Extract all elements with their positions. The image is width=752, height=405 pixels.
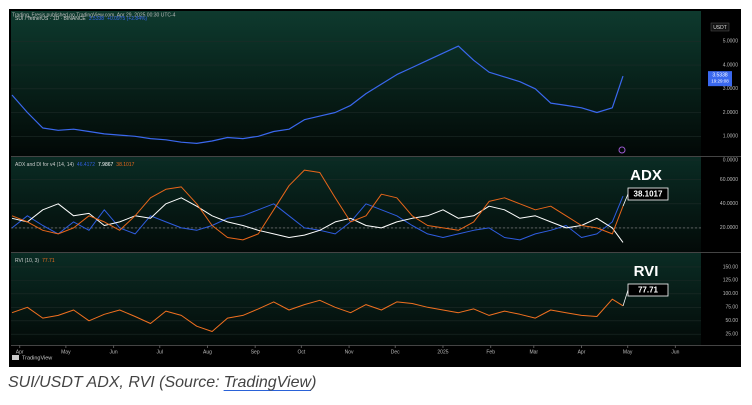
x-tick-label: Jun <box>110 349 118 355</box>
plot-layer: 5.0000 4.0000 3.0000 2.0000 1.0000 0.0000 SUI … <box>11 16 738 355</box>
x-tick-label: Feb <box>486 349 495 355</box>
annotation: ADX <box>630 167 662 184</box>
y-tick-label: 60.0000 <box>720 177 738 183</box>
y-tick-label: 2.0000 <box>723 110 739 116</box>
price-tag <box>708 71 732 87</box>
y-tick-label: 125.00 <box>723 278 739 284</box>
legend-value: 38.1017 <box>116 162 134 168</box>
currency: USDT <box>713 25 727 31</box>
series-line <box>11 45 624 144</box>
y-tick-label: 5.0000 <box>723 39 739 45</box>
y-tick-label: 150.00 <box>723 264 739 270</box>
brand: TradingView <box>22 355 52 361</box>
legend-title: RVI (10, 3) <box>15 258 39 264</box>
header: Trading_Fresis published on TradingView.… <box>12 12 176 18</box>
y-tick-label: 4.0000 <box>723 62 739 68</box>
pane-bg <box>11 11 701 156</box>
caption-text: SUI/USDT ADX, RVI (Source: <box>8 374 220 391</box>
caption: SUI/USDT ADX, RVI (Source: TradingView) <box>8 374 316 392</box>
legend-value: 46.4172 <box>77 162 95 168</box>
x-tick-label: May <box>61 349 71 355</box>
legend-value: 7.9867 <box>98 162 114 168</box>
legend-value: 3.5338 <box>89 16 105 22</box>
caption-link[interactable]: TradingView <box>223 374 312 391</box>
y-tick-label: 75.00 <box>725 305 738 311</box>
value-box-label: 77.71 <box>638 286 659 295</box>
x-tick-label: 2025 <box>437 349 448 355</box>
x-tick-label: Aug <box>203 349 212 355</box>
brand-logo <box>12 355 19 360</box>
x-tick-label: Oct <box>297 349 305 355</box>
pane-bg <box>11 157 701 252</box>
x-tick-label: Mar <box>529 349 538 355</box>
value-box <box>627 283 669 297</box>
pane-bg <box>11 253 701 345</box>
x-tick-label: Dec <box>391 349 400 355</box>
legend: RVI (10, 3) 77.71 <box>15 258 55 264</box>
x-tick-label: Nov <box>345 349 354 355</box>
x-tick-label: Apr <box>16 349 24 355</box>
chart: Trading_Fresis published on TradingView.… <box>9 9 741 367</box>
series-line <box>11 197 624 243</box>
y-tick-label: 50.00 <box>725 318 738 324</box>
y-tick-label: 100.00 <box>723 291 739 297</box>
y-tick-label: 20.0000 <box>720 225 738 231</box>
legend-value: 77.71 <box>42 258 55 264</box>
x-tick-label: Sep <box>251 349 260 355</box>
x-tick-label: Jun <box>671 349 679 355</box>
legend-change: +0.0975 (+2.84%) <box>107 16 147 22</box>
legend: ADX and DI for v4 (14, 14) 46.4172 7.9867 3… <box>15 162 135 168</box>
countdown: 19:29:08 <box>711 78 729 83</box>
x-tick-label: Apr <box>578 349 586 355</box>
pointer <box>622 289 629 306</box>
event-marker <box>618 146 626 154</box>
series-line <box>11 169 624 241</box>
x-tick-label: May <box>623 349 633 355</box>
y-tick-label: 0.0000 <box>723 157 739 163</box>
annotation: RVI <box>634 263 659 280</box>
y-tick-label: 3.0000 <box>723 86 739 92</box>
series-line <box>11 298 624 332</box>
y-tick-label: 40.0000 <box>720 201 738 207</box>
value-box-label: 38.1017 <box>634 190 663 199</box>
legend: SUI / TetherUS · 1D · BINANCE 3.5338 +0.09… <box>15 16 147 22</box>
legend-title: SUI / TetherUS · 1D · BINANCE <box>15 16 86 22</box>
y-tick-label: 1.0000 <box>723 134 739 140</box>
caption-close: ) <box>311 374 317 391</box>
y-tick-label: 25.00 <box>725 332 738 338</box>
pointer <box>622 193 629 207</box>
x-tick-label: Jul <box>157 349 163 355</box>
value-box <box>627 187 669 201</box>
price-tag-value: 3.5338 <box>712 72 728 78</box>
currency-box <box>710 22 730 32</box>
legend-title: ADX and DI for v4 (14, 14) <box>15 162 74 168</box>
